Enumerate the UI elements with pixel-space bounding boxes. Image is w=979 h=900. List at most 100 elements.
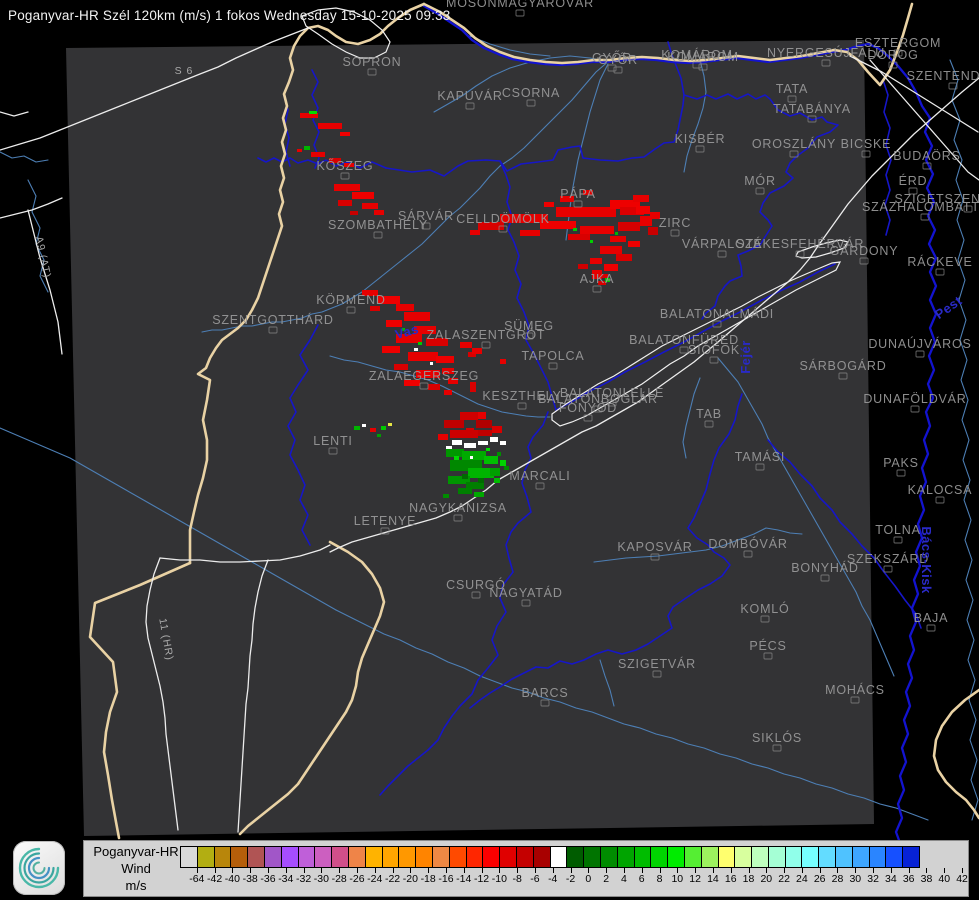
city-label: SZENTGOTTHÁRD bbox=[212, 312, 334, 327]
city-label: BUDAÖRS bbox=[893, 149, 960, 163]
echo-cell bbox=[438, 434, 448, 440]
legend-cell bbox=[734, 846, 753, 868]
city-label: GÁRDONY bbox=[830, 243, 899, 258]
kapos-river bbox=[593, 527, 803, 563]
radar-echoes-layer bbox=[297, 111, 660, 498]
settlement-mark bbox=[763, 652, 773, 660]
city-label: BALATONBOGLÁR bbox=[538, 391, 658, 406]
legend-tick-label: -14 bbox=[456, 873, 472, 885]
settlement-mark bbox=[607, 64, 617, 72]
echo-cell bbox=[578, 264, 588, 269]
echo-cell bbox=[504, 466, 509, 470]
city-label: TATA bbox=[776, 82, 808, 96]
legend-tick-label: -4 bbox=[548, 873, 558, 885]
city-label: SZÁZHALOMBATTA bbox=[862, 199, 979, 214]
echo-cell bbox=[402, 328, 405, 331]
legend-tick: 34 bbox=[874, 868, 897, 885]
echo-cell bbox=[484, 456, 498, 464]
echo-cell bbox=[560, 196, 574, 202]
echo-cell bbox=[492, 426, 502, 433]
echo-cell bbox=[490, 437, 498, 442]
county-border-balaton-north bbox=[555, 263, 836, 411]
motorway-m1 bbox=[869, 59, 979, 181]
echo-cell bbox=[386, 320, 402, 327]
echo-cell bbox=[500, 359, 506, 364]
city-label: KOMÁROM bbox=[667, 49, 739, 64]
echo-cell bbox=[436, 356, 454, 363]
echo-cell bbox=[592, 274, 602, 279]
border-slovakia bbox=[422, 2, 914, 87]
legend-tick: 42 bbox=[945, 868, 968, 885]
legend-tick: -26 bbox=[340, 868, 365, 885]
rivers-layer bbox=[0, 35, 979, 821]
city-label: DOMBÓVÁR bbox=[708, 536, 787, 551]
echo-cell bbox=[428, 384, 440, 390]
legend-tick-label: -12 bbox=[473, 873, 490, 885]
settlement-mark bbox=[760, 615, 770, 623]
echo-cell bbox=[615, 232, 618, 235]
echo-cell bbox=[478, 478, 484, 483]
legend-cell bbox=[213, 846, 232, 868]
legend-cell bbox=[851, 846, 870, 868]
echo-cell bbox=[362, 290, 378, 296]
legend-tick: -20 bbox=[394, 868, 418, 885]
echo-cell bbox=[426, 338, 448, 346]
county-borders-layer bbox=[257, 41, 922, 796]
city-label: ZALASZENTGRÓT bbox=[427, 327, 546, 342]
legend-tick-label: 18 bbox=[742, 873, 755, 885]
legend-cell bbox=[515, 846, 534, 868]
settlement-mark bbox=[583, 414, 593, 422]
settlement-mark bbox=[419, 382, 429, 390]
settlement-mark bbox=[948, 82, 958, 90]
swirl-logo-icon bbox=[18, 847, 60, 889]
echo-cell bbox=[446, 449, 464, 457]
echo-cell bbox=[486, 448, 490, 451]
echo-cell bbox=[494, 478, 500, 483]
legend-tick-label: 6 bbox=[638, 873, 645, 885]
city-label: BALATONLELLE bbox=[560, 386, 664, 400]
echo-cell bbox=[583, 190, 593, 195]
road-nw bbox=[0, 111, 29, 117]
legend-cell bbox=[347, 846, 366, 868]
echo-cell bbox=[352, 192, 374, 199]
legend-scale-ticks: -64 -42 -40 -38 -36 -34 -32 -30 -28 -26 -24 -22 -20-… bbox=[180, 868, 968, 886]
settlement-mark bbox=[515, 9, 525, 17]
echo-cell bbox=[304, 146, 310, 150]
legend-cell bbox=[448, 846, 467, 868]
echo-cell bbox=[404, 380, 420, 386]
echo-cell bbox=[404, 312, 430, 321]
echo-cell bbox=[520, 230, 540, 236]
border-slovenia-croatia bbox=[88, 561, 192, 840]
legend-tick: -10 bbox=[483, 868, 507, 885]
settlement-mark bbox=[453, 514, 463, 522]
legend-panel: Poganyvar-HR Wind m/s -64 -42 -40 -38 -36 -34… bbox=[83, 840, 969, 897]
settlement-mark bbox=[789, 150, 799, 158]
lake-ferto-outline bbox=[301, 7, 391, 59]
echo-cell bbox=[450, 430, 478, 438]
echo-cell bbox=[580, 226, 614, 234]
settlement-mark bbox=[593, 405, 603, 413]
city-label: SÜMEG bbox=[504, 319, 554, 333]
city-label: SZIGETVÁR bbox=[618, 656, 696, 671]
echo-cell bbox=[460, 342, 472, 348]
road-west bbox=[0, 197, 63, 219]
echo-cell bbox=[382, 346, 400, 353]
city-label: MARCALI bbox=[509, 469, 570, 483]
road-a9 bbox=[27, 209, 63, 355]
legend-cell bbox=[230, 846, 249, 868]
city-label: FONYÓD bbox=[559, 400, 617, 415]
settlement-mark bbox=[926, 624, 936, 632]
settlement-mark bbox=[820, 574, 830, 582]
legend-cell bbox=[583, 846, 601, 868]
settlement-mark bbox=[838, 372, 848, 380]
echo-cell bbox=[377, 434, 381, 437]
legend-tick: -42 bbox=[198, 868, 222, 885]
legend-tick-label: 36 bbox=[902, 873, 915, 885]
settlement-mark bbox=[679, 346, 689, 354]
city-label: SZOMBATHELY bbox=[328, 218, 428, 232]
county-label: Bács-Kisk bbox=[919, 526, 934, 594]
legend-tick: -16 bbox=[429, 868, 454, 885]
echo-cell bbox=[628, 241, 640, 247]
echo-cell bbox=[344, 163, 354, 167]
city-label: KŐSZEG bbox=[317, 158, 374, 173]
